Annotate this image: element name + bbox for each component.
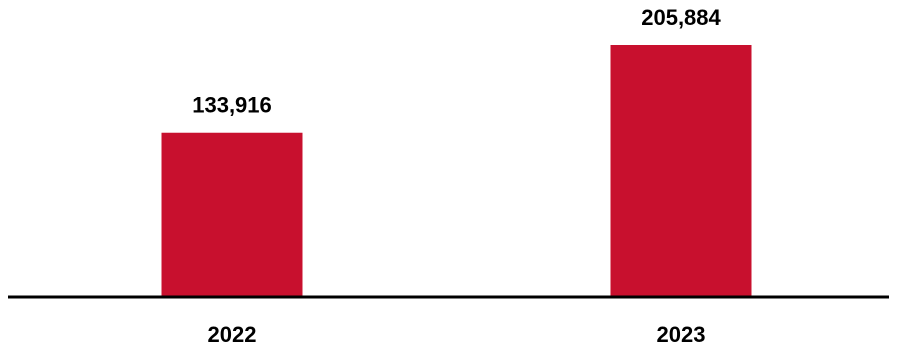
value-label-2023: 205,884 (641, 5, 721, 30)
bar-2022 (161, 132, 303, 296)
bar-2023 (610, 45, 752, 296)
value-label-2022: 133,916 (192, 93, 272, 118)
bars-layer (161, 45, 752, 296)
x-tick-label-2023: 2023 (657, 322, 706, 347)
x-tick-label-2022: 2022 (208, 322, 257, 347)
labels-layer: 133,916 2022 205,884 2023 (192, 5, 721, 347)
